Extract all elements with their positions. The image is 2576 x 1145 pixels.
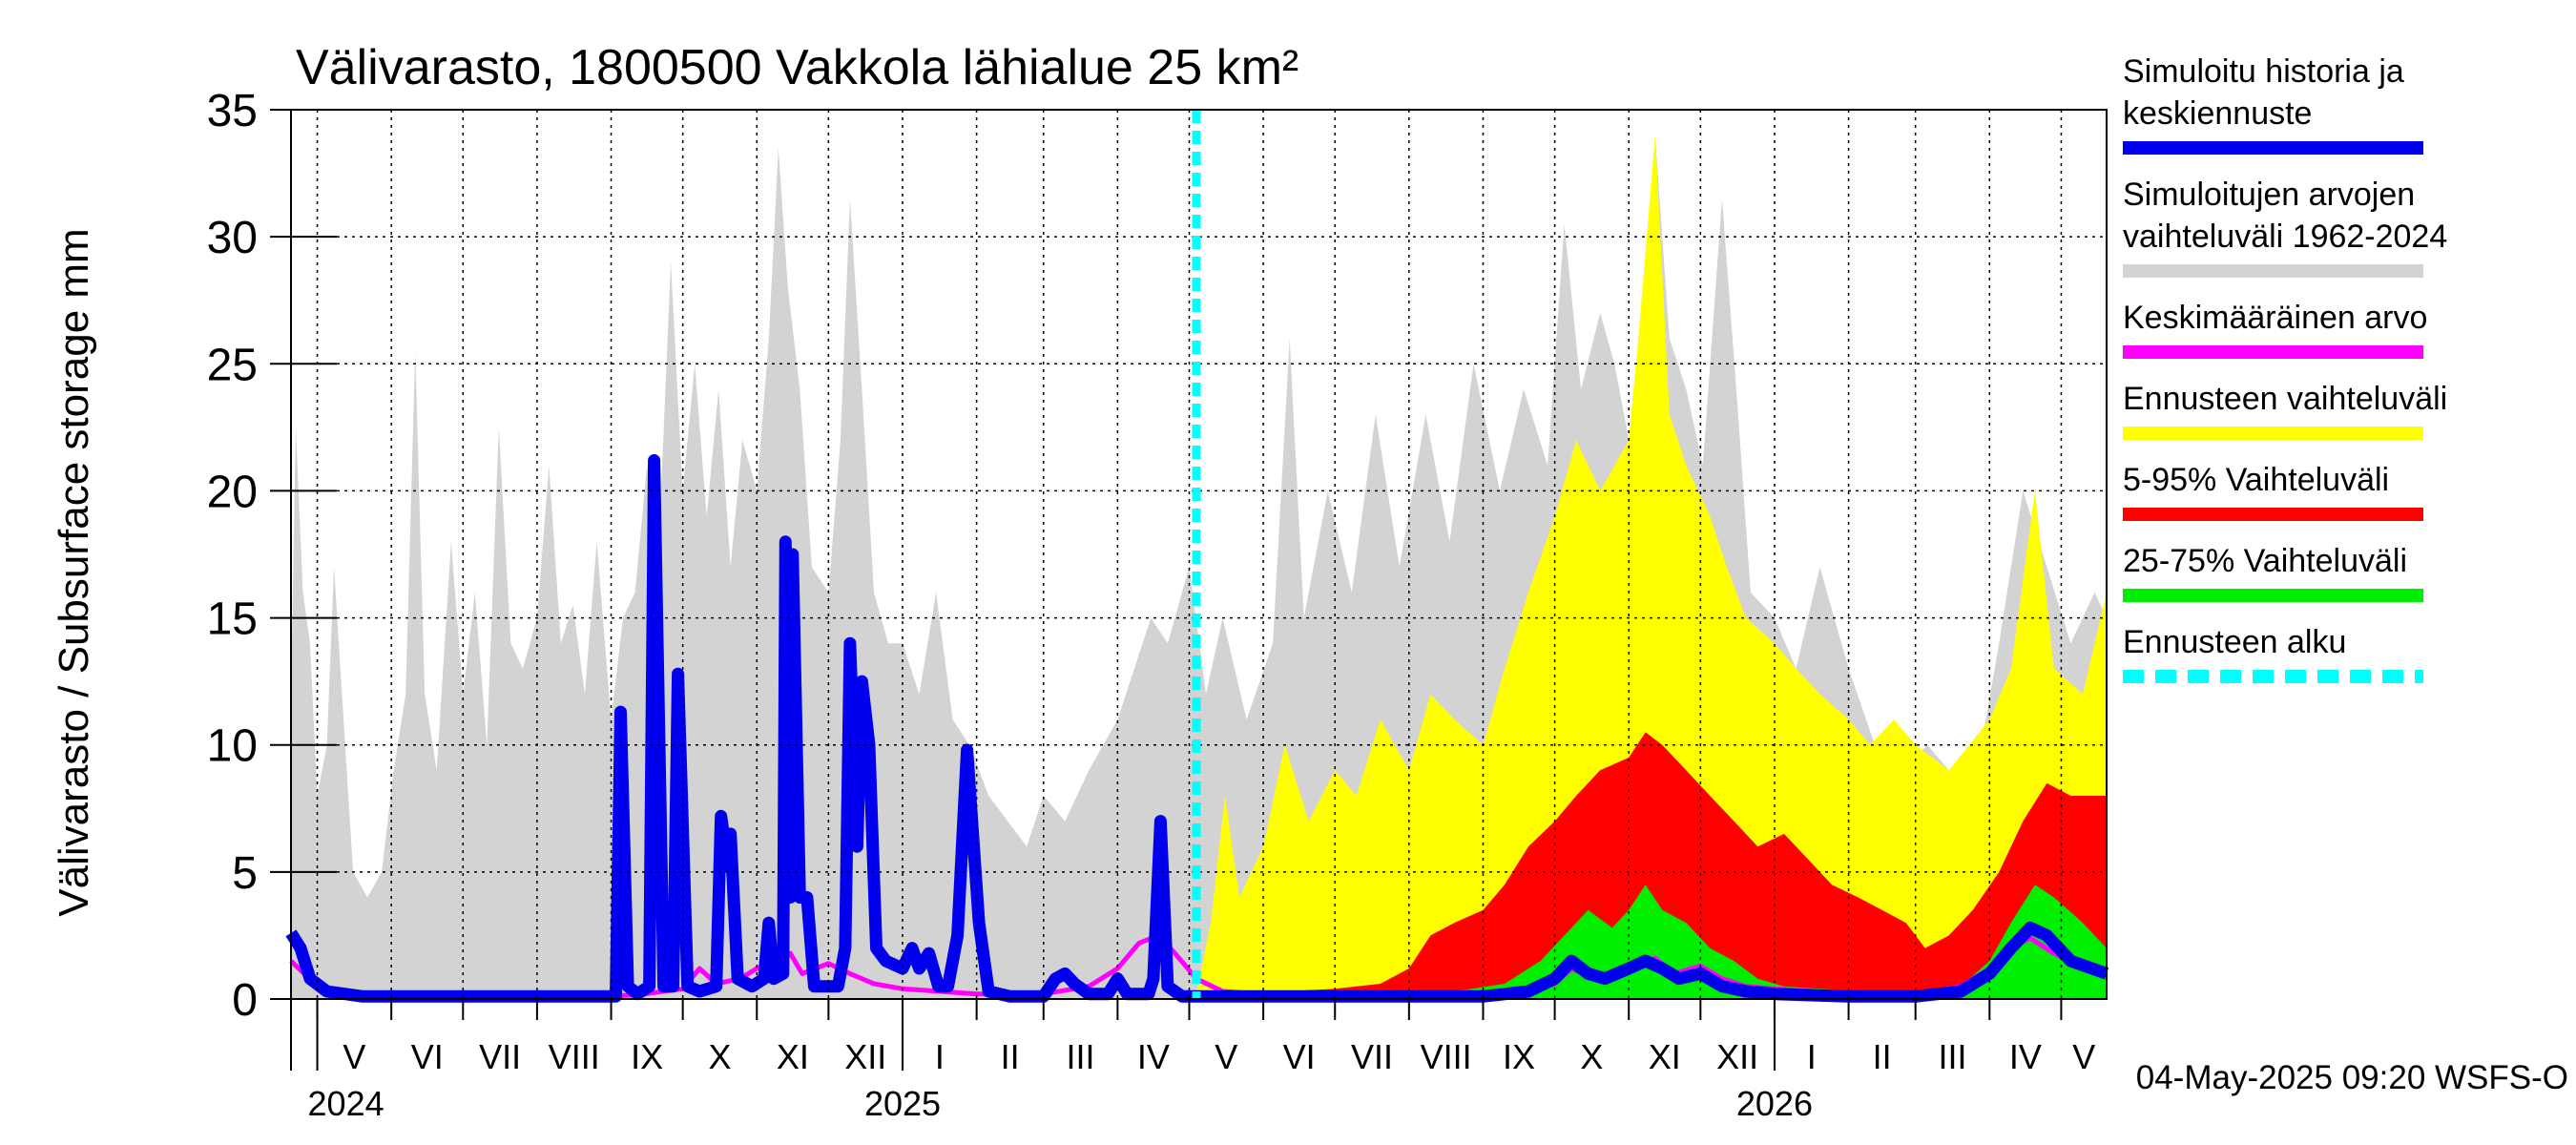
series-1-band	[1196, 135, 2107, 1000]
x-tick-label-6: XI	[777, 1037, 809, 1076]
x-tick-label-18: XI	[1649, 1037, 1681, 1076]
legend-label-2-0: Keskimääräinen arvo	[2123, 300, 2427, 336]
x-tick-label-15: VIII	[1421, 1037, 1472, 1076]
series-2-band	[1196, 732, 2107, 999]
legend-label-3-0: Ennusteen vaihteluväli	[2123, 381, 2447, 417]
legend-label-6-0: Ennusteen alku	[2123, 624, 2346, 660]
x-tick-label-14: VII	[1351, 1037, 1393, 1076]
x-tick-label-10: III	[1067, 1037, 1095, 1076]
y-tick-label-4: 20	[207, 467, 258, 517]
x-tick-label-22: III	[1938, 1037, 1966, 1076]
x-tick-label-23: IV	[2009, 1037, 2042, 1076]
y-tick-label-2: 10	[207, 721, 258, 772]
x-tick-label-7: XII	[844, 1037, 886, 1076]
y-tick-label-3: 15	[207, 594, 258, 645]
x-tick-label-2: VII	[479, 1037, 521, 1076]
series-3-band	[1196, 885, 2107, 999]
year-label-0: 2024	[308, 1084, 384, 1123]
x-tick-label-16: IX	[1503, 1037, 1535, 1076]
legend-label-4-0: 5-95% Vaihteluväli	[2123, 462, 2389, 498]
x-tick-label-4: IX	[631, 1037, 663, 1076]
x-tick-label-24: V	[2072, 1037, 2095, 1076]
legend: Simuloitu historia ja keskiennuste Simuloi…	[2123, 53, 2447, 683]
footer-timestamp: 04-May-2025 09:20 WSFS-O	[2136, 1059, 2568, 1096]
x-tick-label-13: VI	[1283, 1037, 1316, 1076]
x-tick-label-0: V	[343, 1037, 365, 1076]
legend-label-1-0: Simuloitujen arvojen	[2123, 177, 2415, 213]
x-tick-label-21: II	[1873, 1037, 1892, 1076]
year-label-2: 2026	[1736, 1084, 1813, 1123]
y-tick-label-7: 35	[207, 86, 258, 136]
year-label-1: 2025	[864, 1084, 941, 1123]
y-axis-label: Välivarasto / Subsurface storage mm	[51, 228, 97, 916]
x-tick-label-19: XII	[1716, 1037, 1758, 1076]
legend-label-0-1: keskiennuste	[2123, 95, 2312, 132]
y-tick-label-1: 5	[232, 848, 258, 899]
x-tick-label-17: X	[1580, 1037, 1603, 1076]
legend-label-1-1: vaihteluväli 1962-2024	[2123, 219, 2447, 255]
x-tick-label-1: VI	[411, 1037, 444, 1076]
legend-label-0-0: Simuloitu historia ja	[2123, 53, 2404, 90]
x-tick-label-9: II	[1001, 1037, 1020, 1076]
series-5-line	[285, 454, 2109, 1003]
x-tick-label-11: IV	[1137, 1037, 1170, 1076]
x-tick-label-3: VIII	[549, 1037, 600, 1076]
y-tick-label-0: 0	[232, 975, 258, 1026]
x-tick-label-12: V	[1215, 1037, 1237, 1076]
legend-label-5-0: 25-75% Vaihteluväli	[2123, 543, 2407, 579]
x-tick-label-20: I	[1807, 1037, 1817, 1076]
chart-title: Välivarasto, 1800500 Vakkola lähialue 25…	[296, 40, 1298, 95]
x-tick-label-8: I	[935, 1037, 945, 1076]
y-tick-label-6: 30	[207, 213, 258, 263]
x-tick-label-5: X	[708, 1037, 731, 1076]
y-tick-label-5: 25	[207, 340, 258, 390]
